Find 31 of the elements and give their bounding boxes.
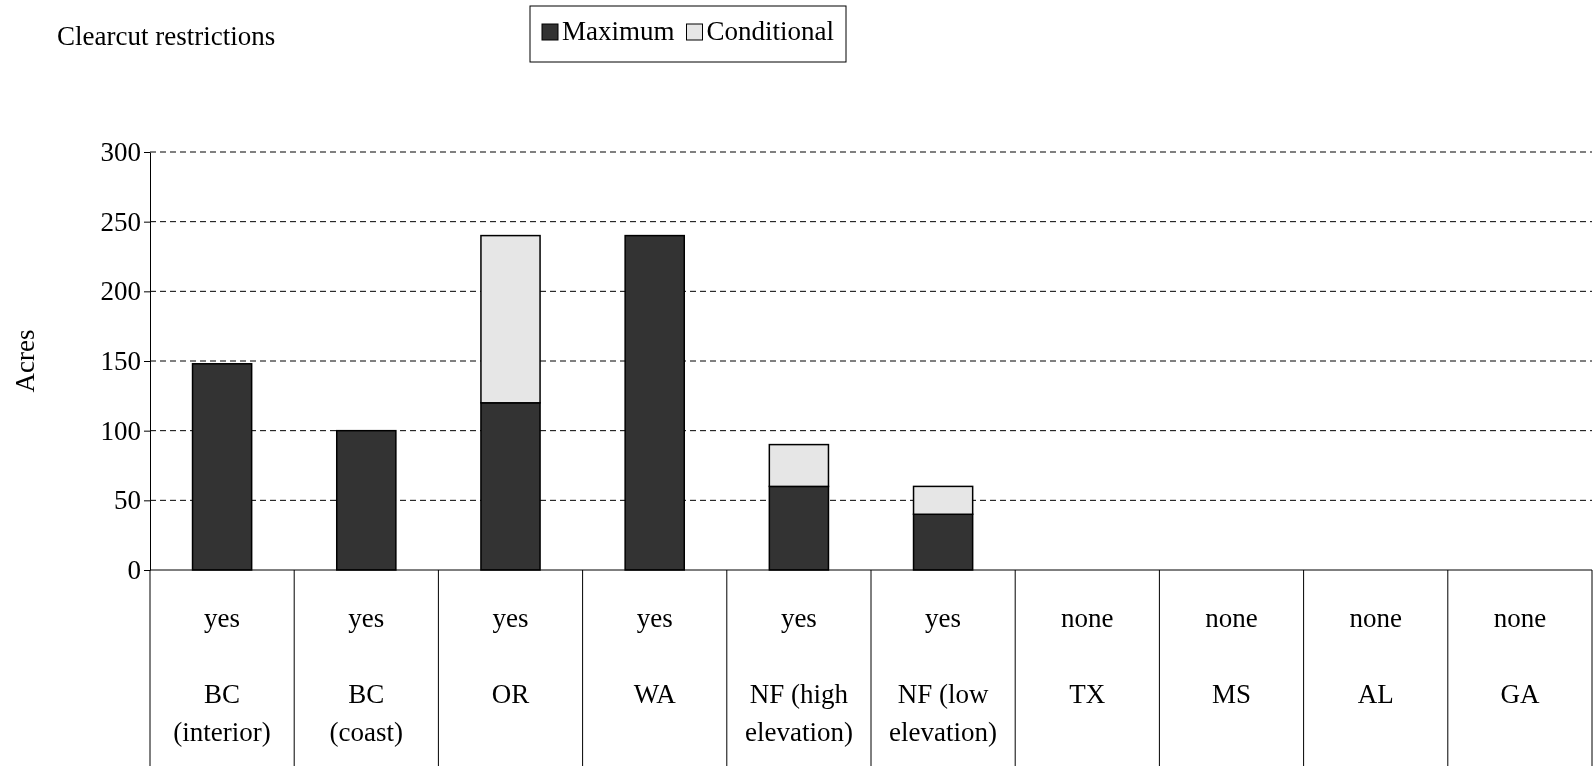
legend-label: Maximum (562, 16, 675, 46)
y-tick-label: 150 (100, 346, 141, 377)
y-tick-label: 50 (114, 485, 141, 516)
text: none (1205, 603, 1258, 633)
y-tick-label: 300 (100, 137, 141, 168)
y-tick-label: 250 (100, 206, 141, 237)
x-tick-label: WA (633, 679, 677, 709)
text: yes (925, 603, 962, 633)
legend-label: Conditional (706, 16, 834, 46)
y-axis-title: Acres (10, 329, 40, 393)
x-tick-label: GA (1500, 679, 1540, 709)
text: yes (636, 603, 673, 633)
text: yes (204, 603, 241, 633)
text: yes (492, 603, 529, 633)
x-tick-label: NF (low elevation) (889, 679, 998, 747)
text: none (1061, 603, 1114, 633)
chart-title: Clearcut restrictions (57, 21, 276, 51)
x-tick-label: AL (1357, 679, 1394, 709)
text: none (1493, 603, 1547, 633)
x-tick-label: BC (interior) (173, 679, 271, 747)
text: yes (348, 603, 385, 633)
x-tick-label: OR (491, 679, 530, 709)
y-tick-label: 100 (100, 415, 141, 446)
x-tick-label: MS (1211, 679, 1252, 709)
x-tick-label: TX (1069, 679, 1106, 709)
text: yes (780, 603, 817, 633)
y-tick-label: 200 (100, 276, 141, 307)
y-tick-label: 0 (127, 555, 141, 586)
text: none (1349, 603, 1402, 633)
x-tick-label: NF (high elevation) (744, 679, 853, 747)
x-tick-label: BC (coast) (329, 679, 404, 747)
